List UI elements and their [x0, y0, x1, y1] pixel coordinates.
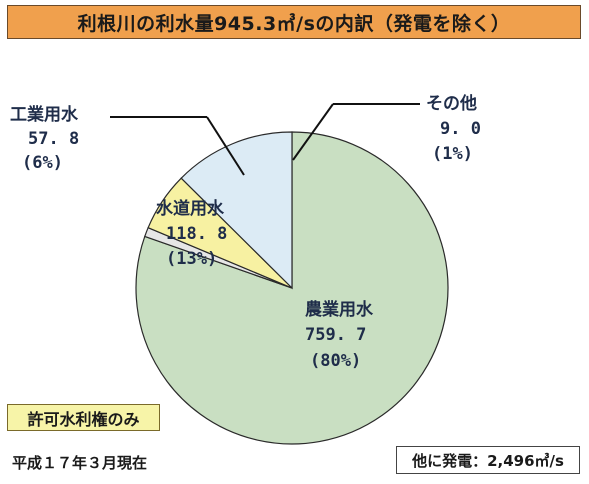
pie-slice-0	[135, 131, 449, 445]
label-water-percent: (13%)	[166, 249, 217, 269]
leader-line-industrial-diag	[206, 116, 245, 176]
label-other-name: その他	[426, 93, 477, 114]
pie-slice-3	[180, 131, 293, 290]
leader-line-other-diag	[292, 103, 334, 161]
label-industrial-name: 工業用水	[10, 104, 79, 125]
chart-title: 利根川の利水量945.3㎥/sの内訳（発電を除く）	[7, 5, 581, 39]
label-water-name: 水道用水	[156, 198, 225, 219]
pie-slices	[135, 131, 449, 445]
label-industrial-percent: (6%)	[22, 153, 63, 173]
power-note: 他に発電：2,496㎥/s	[396, 446, 580, 474]
label-other-value: 9. 0	[440, 119, 481, 139]
label-industrial-value: 57. 8	[28, 129, 79, 149]
label-agri-percent: (80%)	[310, 351, 361, 371]
label-agri-value: 759. 7	[305, 325, 366, 345]
label-water-value: 118. 8	[166, 224, 227, 244]
label-agri-name: 農業用水	[305, 299, 374, 320]
label-other-percent: (1%)	[432, 144, 473, 164]
date-note: 平成１７年３月現在	[12, 454, 148, 472]
permit-tag: 許可水利権のみ	[7, 404, 160, 431]
